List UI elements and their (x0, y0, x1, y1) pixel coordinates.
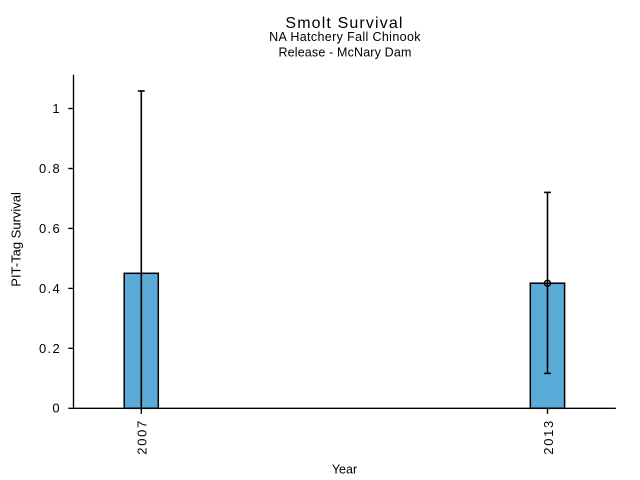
svg-text:0.4: 0.4 (39, 281, 61, 296)
svg-text:2007: 2007 (135, 419, 150, 455)
svg-text:2013: 2013 (541, 419, 556, 455)
svg-text:0: 0 (52, 401, 59, 416)
svg-text:PIT-Tag Survival: PIT-Tag Survival (8, 192, 23, 287)
svg-text:1: 1 (52, 101, 59, 116)
svg-text:Release - McNary Dam: Release - McNary Dam (278, 46, 411, 60)
svg-text:Smolt Survival: Smolt Survival (285, 15, 403, 32)
svg-text:NA Hatchery Fall Chinook: NA Hatchery Fall Chinook (269, 30, 421, 44)
svg-text:0.2: 0.2 (39, 341, 61, 356)
svg-text:0.8: 0.8 (39, 161, 61, 176)
svg-text:0.6: 0.6 (39, 221, 61, 236)
svg-text:Year: Year (332, 463, 357, 477)
